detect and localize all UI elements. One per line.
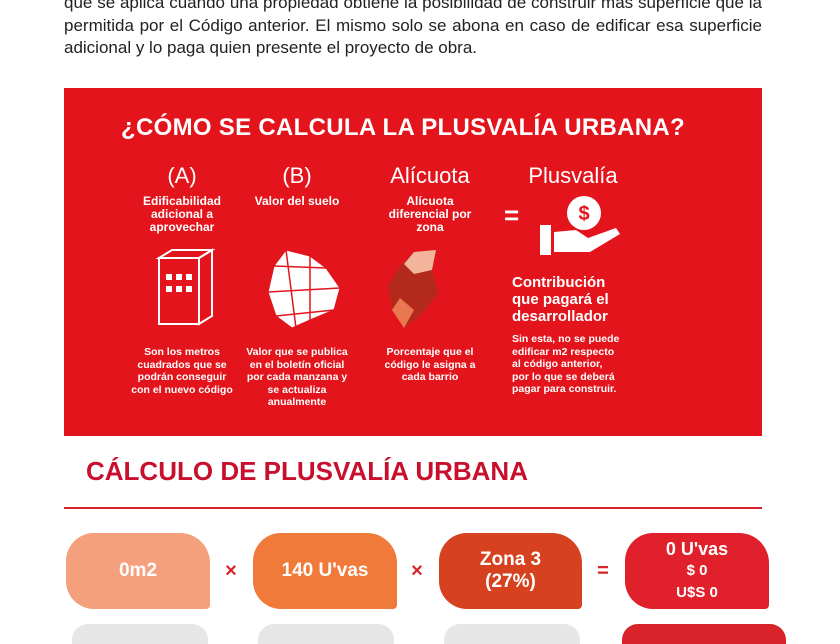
column-subtitle: Alícuota diferencial por zona (388, 194, 472, 234)
icons: $ (155, 196, 620, 329)
column-subtitle: Valor del suelo (254, 194, 340, 208)
input-box[interactable]: Zona 3 (27%) (439, 533, 582, 609)
column-label: Alícuota (390, 163, 470, 188)
next-row-box (258, 624, 394, 644)
column-subtitle: Edificabilidad adicional a aprovechar (142, 194, 221, 234)
operator: × (411, 560, 423, 582)
result-value: 0 U'vas (665, 539, 729, 559)
divider (64, 507, 762, 509)
result-value: U$S 0 (676, 584, 718, 601)
column-description: Son los metros cuadrados que se podrán c… (131, 346, 233, 396)
infographic-title: ¿CÓMO SE CALCULA LA PLUSVALÍA URBANA? (121, 114, 685, 141)
equals-sign: = (504, 200, 520, 230)
column-label: (A) (167, 163, 197, 188)
next-row-box (72, 624, 208, 644)
map-grid (267, 249, 341, 329)
result-label: Plusvalía (528, 163, 618, 188)
zone-text: Zona 3 (27%) (479, 549, 542, 592)
zone-map-highlight (404, 250, 436, 274)
result-description: Sin esta, no se puede edificar m2 respec… (512, 333, 620, 395)
operator: = (597, 560, 609, 582)
result-box: 0 U'vas $ 0 U$S 0 (625, 533, 769, 609)
column-description: Porcentaje que el código le asigna a cad… (384, 346, 476, 383)
building-icon (155, 248, 216, 326)
calculator-title: CÁLCULO DE PLUSVALÍA URBANA (86, 456, 528, 486)
next-row-box (444, 624, 580, 644)
intro-text: que se aplica cuando una propiedad obtie… (64, 0, 762, 57)
zone-map-highlight (392, 298, 414, 328)
column-label: (B) (282, 163, 312, 188)
svg-text:$: $ (578, 203, 589, 225)
column-description: Valor que se publica en el boletín ofici… (246, 346, 348, 408)
money-hand-icon: $ (540, 196, 620, 255)
input-box[interactable]: 0m2 (66, 533, 210, 609)
next-row-box (622, 624, 786, 644)
infographic: ¿CÓMO SE CALCULA LA PLUSVALÍA URBANA? (A… (64, 88, 762, 436)
page: que se aplica cuando una propiedad obtie… (64, 0, 786, 644)
input-box[interactable]: 140 U'vas (253, 533, 397, 609)
result-value: $ 0 (686, 562, 708, 579)
operator: × (225, 560, 237, 582)
result-subtitle: Contribución que pagará el desarrollador (512, 274, 609, 325)
